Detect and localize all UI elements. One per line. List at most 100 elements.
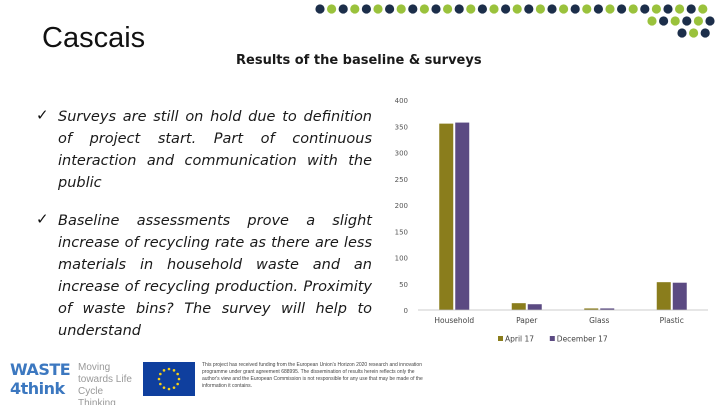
bar (455, 122, 470, 310)
y-axis: 0 50 100 150 200 250 300 350 400 (395, 97, 408, 315)
eu-star (172, 386, 176, 389)
decor-dot (466, 4, 476, 14)
eu-star (176, 372, 179, 376)
decor-dot (547, 4, 557, 14)
x-tick-label: Household (434, 316, 474, 325)
bullet-item: ✓ Surveys are still on hold due to defin… (36, 106, 372, 194)
y-tick-label: 250 (395, 176, 408, 184)
bullet-item: ✓ Baseline assessments prove a slight in… (36, 210, 372, 342)
decorative-dot-pattern (315, 4, 715, 38)
legend-swatch (549, 336, 555, 341)
recycling-bar-chart: 0 50 100 150 200 250 300 350 400 Household Paper G… (395, 97, 708, 344)
decor-dot (617, 4, 627, 14)
decor-dot (670, 16, 680, 26)
decor-dot (431, 4, 441, 14)
x-tick-label: Plastic (660, 316, 684, 325)
decor-dot (647, 16, 657, 26)
decor-dot (385, 4, 395, 14)
y-tick-label: 150 (395, 228, 408, 236)
decor-dot (524, 4, 534, 14)
eu-star (177, 377, 181, 381)
bar (584, 308, 599, 310)
y-tick-label: 100 (395, 255, 408, 263)
decor-dot (443, 4, 453, 14)
bar (439, 123, 454, 310)
decor-dot (628, 4, 638, 14)
legend-label: December 17 (557, 335, 608, 344)
legend-swatch (498, 336, 503, 341)
tagline: Moving towards Life Cycle Thinking (78, 362, 132, 405)
decor-dot (689, 28, 699, 38)
y-tick-label: 50 (399, 281, 408, 289)
eu-star (162, 369, 166, 372)
decor-dot (396, 4, 406, 14)
decor-dot (350, 4, 360, 14)
decor-dot (705, 16, 715, 26)
y-tick-label: 0 (404, 307, 408, 315)
y-tick-label: 200 (395, 202, 408, 210)
bar (511, 303, 526, 310)
bar (656, 282, 671, 310)
decor-dot (582, 4, 592, 14)
decor-dot (327, 4, 337, 14)
waste4think-logo: WASTE 4think (8, 360, 72, 402)
eu-flag-icon (143, 362, 195, 396)
decor-dot (559, 4, 569, 14)
bar-group (439, 122, 687, 310)
decor-dot (700, 28, 710, 38)
bullet-text: Surveys are still on hold due to definit… (58, 109, 372, 191)
decor-dot (593, 4, 603, 14)
legend-label: April 17 (505, 335, 534, 344)
logo-text-bottom: 4think (10, 379, 65, 398)
slide-subtitle: Results of the baseline & surveys (236, 53, 482, 68)
x-tick-label: Glass (589, 316, 609, 325)
city-title: Cascais (42, 22, 146, 54)
decor-dot (408, 4, 418, 14)
bullet-text: Baseline assessments prove a slight incr… (58, 213, 372, 339)
footer: WASTE 4think Moving towards Life Cycle T… (0, 356, 720, 405)
eu-star (176, 382, 179, 386)
decor-dot (693, 16, 703, 26)
decor-dot (512, 4, 522, 14)
eu-star (167, 387, 171, 391)
decor-dot (477, 4, 487, 14)
checkmark-icon: ✓ (36, 210, 49, 228)
bar (600, 308, 615, 310)
decor-dot (682, 16, 692, 26)
decor-dot (361, 4, 371, 14)
checkmark-icon: ✓ (36, 106, 49, 124)
chart-legend: April 17 December 17 (498, 335, 608, 344)
eu-star (167, 367, 171, 371)
eu-star (159, 382, 162, 386)
decor-dot (698, 4, 708, 14)
decor-dot (675, 4, 685, 14)
decor-dot (373, 4, 383, 14)
decor-dot (651, 4, 661, 14)
funding-disclaimer: This project has received funding from t… (202, 362, 423, 389)
decor-dot (419, 4, 429, 14)
x-axis: Household Paper Glass Plastic (418, 309, 708, 325)
eu-star (172, 369, 176, 372)
decor-dot (315, 4, 325, 14)
decor-dot (501, 4, 511, 14)
decor-dot (535, 4, 545, 14)
decor-dot (677, 28, 687, 38)
decor-dot (686, 4, 696, 14)
eu-star (162, 386, 166, 389)
y-tick-label: 400 (395, 97, 408, 105)
decor-dot (338, 4, 348, 14)
bar (527, 304, 542, 310)
decor-dot (640, 4, 650, 14)
decor-dot (454, 4, 464, 14)
decor-dot (659, 16, 669, 26)
bar (672, 282, 687, 310)
eu-star (157, 377, 161, 381)
y-tick-label: 350 (395, 123, 408, 131)
decor-dot (605, 4, 615, 14)
eu-star (159, 372, 162, 376)
decor-dot (570, 4, 580, 14)
logo-text-top: WASTE (10, 360, 71, 379)
decor-dot (663, 4, 673, 14)
decor-dot (489, 4, 499, 14)
y-tick-label: 300 (395, 150, 408, 158)
